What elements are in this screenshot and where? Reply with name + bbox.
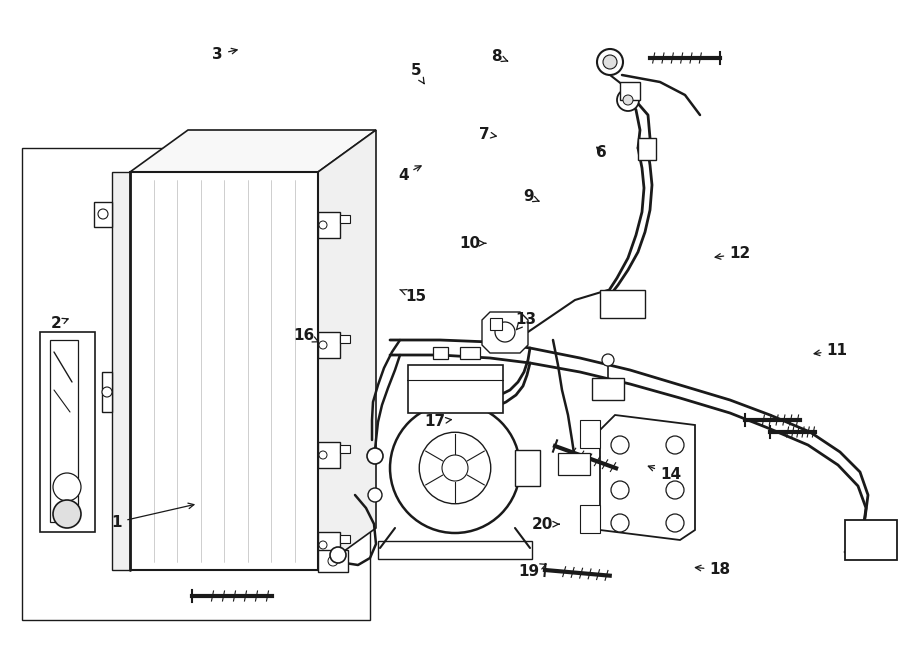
Bar bbox=[558, 453, 590, 475]
Bar bbox=[378, 541, 532, 559]
Bar bbox=[580, 505, 600, 533]
Text: 6: 6 bbox=[596, 145, 607, 159]
Bar bbox=[600, 290, 645, 318]
Bar bbox=[40, 332, 95, 532]
Bar bbox=[94, 202, 112, 227]
Circle shape bbox=[495, 322, 515, 342]
Text: 11: 11 bbox=[814, 343, 848, 358]
Bar bbox=[490, 318, 502, 330]
Polygon shape bbox=[130, 172, 318, 570]
Circle shape bbox=[666, 514, 684, 532]
Circle shape bbox=[611, 481, 629, 499]
Text: 1: 1 bbox=[112, 503, 194, 529]
Text: 15: 15 bbox=[400, 289, 427, 303]
Circle shape bbox=[102, 387, 112, 397]
Bar bbox=[102, 372, 112, 412]
Circle shape bbox=[390, 403, 520, 533]
Bar bbox=[340, 445, 350, 453]
Text: 10: 10 bbox=[459, 236, 486, 251]
Text: 18: 18 bbox=[696, 563, 731, 577]
Circle shape bbox=[611, 514, 629, 532]
Circle shape bbox=[597, 49, 623, 75]
Text: 7: 7 bbox=[479, 127, 496, 141]
Text: 3: 3 bbox=[212, 47, 237, 61]
Bar bbox=[460, 347, 480, 359]
Bar bbox=[112, 172, 130, 570]
Circle shape bbox=[603, 55, 617, 69]
Bar bbox=[318, 212, 340, 238]
Circle shape bbox=[367, 448, 383, 464]
Bar bbox=[408, 365, 503, 413]
Circle shape bbox=[328, 556, 338, 566]
Text: 13: 13 bbox=[515, 312, 536, 330]
Circle shape bbox=[666, 436, 684, 454]
Text: 4: 4 bbox=[398, 166, 421, 182]
Circle shape bbox=[319, 541, 327, 549]
Text: 2: 2 bbox=[50, 317, 68, 331]
Bar bbox=[50, 340, 78, 522]
Polygon shape bbox=[600, 415, 695, 540]
Text: 20: 20 bbox=[532, 517, 559, 531]
Circle shape bbox=[330, 547, 346, 563]
Circle shape bbox=[666, 481, 684, 499]
Bar bbox=[340, 535, 350, 543]
Circle shape bbox=[623, 95, 633, 105]
Circle shape bbox=[319, 341, 327, 349]
Circle shape bbox=[319, 451, 327, 459]
Circle shape bbox=[617, 89, 639, 111]
Circle shape bbox=[602, 354, 614, 366]
Circle shape bbox=[53, 473, 81, 501]
Text: 19: 19 bbox=[518, 564, 546, 578]
Bar bbox=[318, 442, 340, 468]
Polygon shape bbox=[318, 130, 376, 570]
Bar bbox=[620, 82, 640, 100]
Circle shape bbox=[442, 455, 468, 481]
Bar bbox=[22, 148, 370, 620]
Text: 8: 8 bbox=[491, 50, 508, 64]
Circle shape bbox=[53, 500, 81, 528]
Bar bbox=[318, 332, 340, 358]
Text: 16: 16 bbox=[293, 328, 319, 342]
Bar bbox=[638, 138, 656, 160]
Bar bbox=[592, 378, 624, 400]
Circle shape bbox=[98, 209, 108, 219]
Circle shape bbox=[611, 436, 629, 454]
Text: 12: 12 bbox=[716, 247, 751, 261]
Polygon shape bbox=[130, 130, 376, 172]
Circle shape bbox=[368, 488, 382, 502]
Bar bbox=[515, 450, 540, 486]
Bar bbox=[318, 550, 348, 572]
Text: 9: 9 bbox=[523, 190, 539, 204]
Text: 14: 14 bbox=[648, 465, 681, 482]
Bar bbox=[845, 520, 897, 560]
Bar bbox=[340, 215, 350, 223]
Text: 5: 5 bbox=[410, 63, 424, 84]
Circle shape bbox=[419, 432, 491, 504]
Circle shape bbox=[319, 221, 327, 229]
Bar bbox=[580, 420, 600, 448]
Bar bbox=[433, 347, 448, 359]
Bar bbox=[318, 532, 340, 558]
Bar bbox=[340, 335, 350, 343]
Polygon shape bbox=[482, 312, 528, 353]
Text: 17: 17 bbox=[424, 414, 452, 429]
